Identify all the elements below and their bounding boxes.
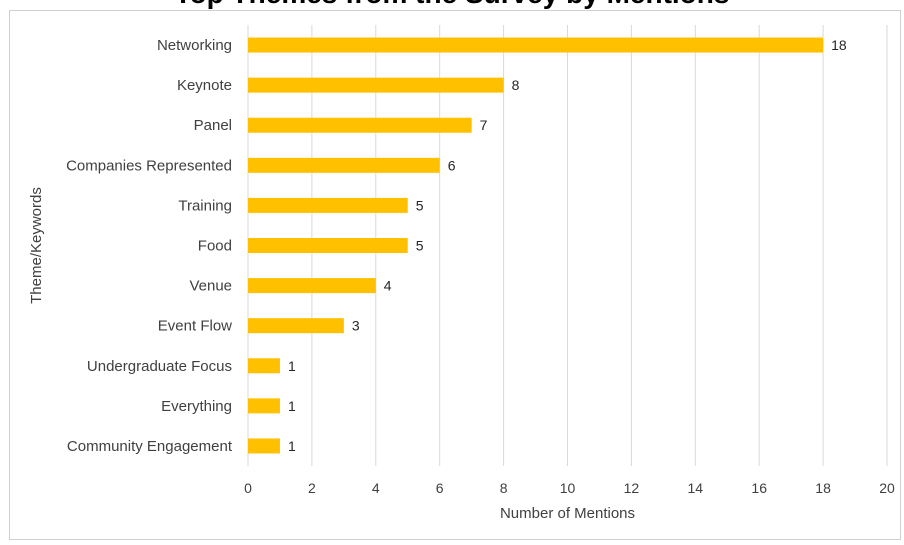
x-tick-label: 2: [308, 480, 316, 496]
x-tick-label: 18: [815, 480, 831, 496]
x-tick-label: 6: [436, 480, 444, 496]
data-label: 3: [352, 318, 360, 334]
x-tick-label: 10: [560, 480, 576, 496]
chart-title-cropped: Top Themes from the Survey by Mentions: [0, 0, 904, 10]
bars: [248, 37, 824, 454]
data-label: 5: [416, 238, 424, 254]
x-tick-label: 4: [372, 480, 380, 496]
x-tick-label: 14: [688, 480, 704, 496]
data-label: 1: [288, 358, 296, 374]
x-tick-label: 8: [500, 480, 508, 496]
bar: [248, 278, 376, 294]
data-label: 1: [288, 438, 296, 454]
bar: [248, 238, 408, 253]
x-tick-label: 16: [751, 480, 767, 496]
data-label: 6: [448, 157, 456, 173]
data-label: 18: [831, 37, 847, 53]
bar: [248, 197, 408, 213]
bar: [248, 398, 280, 414]
category-label: Undergraduate Focus: [87, 358, 232, 375]
bar: [248, 358, 280, 374]
category-label: Networking: [157, 37, 232, 54]
data-label: 7: [480, 117, 488, 133]
bar: [248, 157, 440, 173]
category-label: Panel: [194, 117, 232, 134]
category-label: Community Engagement: [67, 438, 233, 455]
chart-frame: [9, 10, 901, 540]
category-label: Venue: [189, 278, 232, 295]
category-label: Training: [178, 197, 232, 214]
bar: [248, 318, 344, 334]
bar: [248, 438, 280, 454]
category-label: Keynote: [177, 77, 232, 94]
gridlines: [247, 25, 888, 466]
data-label: 1: [288, 398, 296, 414]
data-label: 5: [416, 197, 424, 213]
data-label: 4: [384, 278, 392, 294]
x-axis-title: Number of Mentions: [500, 505, 635, 522]
category-label: Everything: [161, 398, 232, 415]
x-tick-label: 0: [244, 480, 252, 496]
data-label: 8: [512, 77, 520, 93]
bar: [248, 37, 824, 53]
category-label: Companies Represented: [66, 157, 232, 174]
y-axis-title: Theme/Keywords: [28, 187, 45, 304]
category-label: Food: [198, 238, 232, 255]
x-tick-label: 20: [879, 480, 895, 496]
category-label: Event Flow: [158, 318, 232, 335]
x-tick-label: 12: [624, 480, 640, 496]
bar: [248, 117, 472, 133]
bar: [248, 77, 504, 93]
